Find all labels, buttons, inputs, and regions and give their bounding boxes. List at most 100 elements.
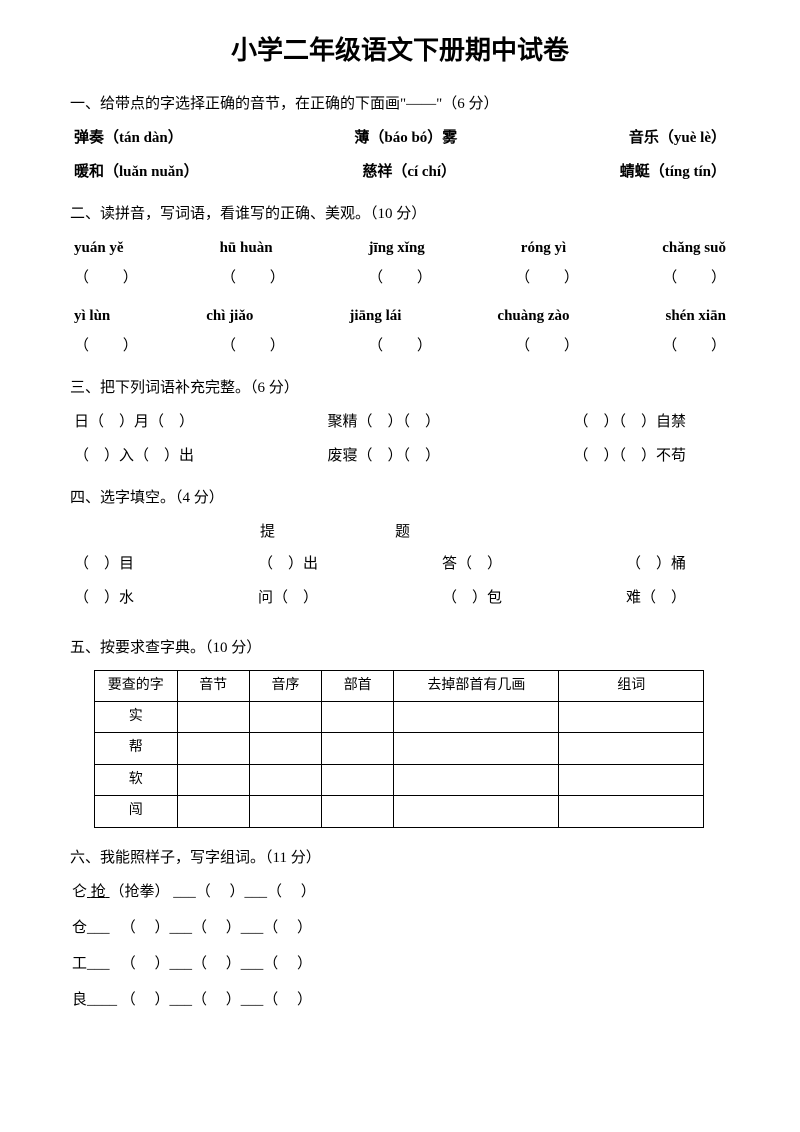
table-header: 去掉部首有几画 — [394, 670, 559, 701]
blank-cell[interactable] — [177, 764, 249, 795]
table-row: 闯 — [95, 796, 704, 827]
q1-item: 蜻蜓（tíng tín） — [620, 160, 726, 184]
answer-blank[interactable]: （ ） — [221, 334, 285, 358]
q6-prefix: 工___ — [72, 956, 110, 972]
table-row: 帮 — [95, 733, 704, 764]
blank-cell[interactable] — [394, 701, 559, 732]
blank-cell[interactable] — [249, 701, 321, 732]
q6-prefix: 仓___ — [72, 920, 110, 936]
q3-item[interactable]: （ ）（ ）不苟 — [573, 444, 686, 468]
q1-head: 一、给带点的字选择正确的音节，在正确的下面画"——"（6 分） — [70, 92, 730, 116]
q6-row[interactable]: 仑 抢 （抢拳） ___（ ）___（ ） — [70, 880, 730, 904]
q3-item[interactable]: 聚精（ ）（ ） — [327, 410, 440, 434]
pinyin-item: chǎng suǒ — [662, 236, 726, 260]
pinyin-item: yì lùn — [74, 304, 110, 328]
q5-table: 要查的字 音节 音序 部首 去掉部首有几画 组词 实 帮 软 闯 — [94, 670, 704, 828]
blank-cell[interactable] — [249, 764, 321, 795]
q6-row[interactable]: 良____ （ ）___（ ）___（ ） — [70, 988, 730, 1012]
q1-item: 弹奏（tán dàn） — [74, 126, 183, 150]
q2-blank-row2: （ ） （ ） （ ） （ ） （ ） — [70, 334, 730, 358]
answer-blank[interactable]: （ ） — [515, 334, 579, 358]
q4-item[interactable]: 难（ ） — [626, 586, 686, 610]
blank-cell[interactable] — [559, 796, 704, 827]
blank-cell[interactable] — [394, 764, 559, 795]
q4-item[interactable]: （ ）出 — [258, 552, 318, 576]
pinyin-item: chì jiǎo — [206, 304, 253, 328]
pinyin-item: shén xiān — [666, 304, 726, 328]
table-header-row: 要查的字 音节 音序 部首 去掉部首有几画 组词 — [95, 670, 704, 701]
char-cell: 闯 — [95, 796, 178, 827]
answer-blank[interactable]: （ ） — [662, 266, 726, 290]
q4-item[interactable]: （ ）目 — [74, 552, 134, 576]
q3-item[interactable]: （ ）入（ ）出 — [74, 444, 194, 468]
q1-item: 暖和（luǎn nuǎn） — [74, 160, 199, 184]
q2-head: 二、读拼音，写词语，看谁写的正确、美观。（10 分） — [70, 202, 730, 226]
answer-blank[interactable]: （ ） — [662, 334, 726, 358]
blank-cell[interactable] — [177, 796, 249, 827]
q3-item[interactable]: 日（ ）月（ ） — [74, 410, 194, 434]
blank-cell[interactable] — [559, 733, 704, 764]
pinyin-item: chuàng zào — [497, 304, 569, 328]
blank-cell[interactable] — [559, 764, 704, 795]
char-cell: 软 — [95, 764, 178, 795]
pinyin-item: yuán yě — [74, 236, 124, 260]
answer-blank[interactable]: （ ） — [74, 334, 138, 358]
q6-rest[interactable]: （ ）___（ ）___（ ） — [110, 956, 313, 972]
blank-cell[interactable] — [394, 796, 559, 827]
q6-row[interactable]: 工___ （ ）___（ ）___（ ） — [70, 952, 730, 976]
answer-blank[interactable]: （ ） — [221, 266, 285, 290]
q2-pinyin-row1: yuán yě hū huàn jīng xǐng róng yì chǎng … — [70, 236, 730, 260]
q1-item: 慈祥（cí chí） — [362, 160, 456, 184]
answer-blank[interactable]: （ ） — [368, 266, 432, 290]
q6-rest[interactable]: ___（ ）___（ ） — [170, 884, 316, 900]
blank-cell[interactable] — [394, 733, 559, 764]
char-cell: 帮 — [95, 733, 178, 764]
q1-row1: 弹奏（tán dàn） 薄（báo bó）雾 音乐（yuè lè） — [70, 126, 730, 150]
pinyin-item: jiāng lái — [349, 304, 401, 328]
q6-row[interactable]: 仓___ （ ）___（ ）___（ ） — [70, 916, 730, 940]
blank-cell[interactable] — [322, 733, 394, 764]
q6-rest[interactable]: （ ）___（ ）___（ ） — [110, 920, 313, 936]
blank-cell[interactable] — [559, 701, 704, 732]
blank-cell[interactable] — [249, 733, 321, 764]
q6-prefix: 仑 — [72, 884, 87, 900]
table-header: 组词 — [559, 670, 704, 701]
pinyin-item: hū huàn — [220, 236, 273, 260]
table-header: 要查的字 — [95, 670, 178, 701]
blank-cell[interactable] — [322, 701, 394, 732]
pinyin-item: róng yì — [521, 236, 566, 260]
q3-row1: 日（ ）月（ ） 聚精（ ）（ ） （ ）（ ）自禁 — [70, 410, 730, 434]
q3-item[interactable]: （ ）（ ）自禁 — [573, 410, 686, 434]
q1-item: 音乐（yuè lè） — [629, 126, 726, 150]
blank-cell[interactable] — [177, 701, 249, 732]
exam-title: 小学二年级语文下册期中试卷 — [70, 30, 730, 72]
table-row: 实 — [95, 701, 704, 732]
q1-item: 薄（báo bó）雾 — [354, 126, 457, 150]
q6-prefix: 良____ — [72, 992, 117, 1008]
q4-item[interactable]: 答（ ） — [442, 552, 502, 576]
blank-cell[interactable] — [322, 764, 394, 795]
table-header: 音序 — [249, 670, 321, 701]
q4-item[interactable]: （ ）包 — [442, 586, 502, 610]
q3-row2: （ ）入（ ）出 废寝（ ）（ ） （ ）（ ）不苟 — [70, 444, 730, 468]
q4-head: 四、选字填空。（4 分） — [70, 486, 730, 510]
blank-cell[interactable] — [177, 733, 249, 764]
q6-head: 六、我能照样子，写字组词。（11 分） — [70, 846, 730, 870]
q4-item[interactable]: （ ）水 — [74, 586, 134, 610]
blank-cell[interactable] — [249, 796, 321, 827]
q4-char: 提 — [260, 520, 275, 544]
q2-pinyin-row2: yì lùn chì jiǎo jiāng lái chuàng zào shé… — [70, 304, 730, 328]
table-header: 音节 — [177, 670, 249, 701]
answer-blank[interactable]: （ ） — [74, 266, 138, 290]
q5-head: 五、按要求查字典。（10 分） — [70, 636, 730, 660]
answer-blank[interactable]: （ ） — [368, 334, 432, 358]
answer-blank[interactable]: （ ） — [515, 266, 579, 290]
q3-item[interactable]: 废寝（ ）（ ） — [327, 444, 440, 468]
blank-cell[interactable] — [322, 796, 394, 827]
q6-rest[interactable]: （ ）___（ ）___（ ） — [117, 992, 312, 1008]
table-row: 软 — [95, 764, 704, 795]
q4-item[interactable]: 问（ ） — [258, 586, 318, 610]
q6-example-word: （抢拳） — [110, 884, 170, 900]
q4-item[interactable]: （ ）桶 — [626, 552, 686, 576]
q4-chars: 提 题 — [70, 520, 730, 544]
